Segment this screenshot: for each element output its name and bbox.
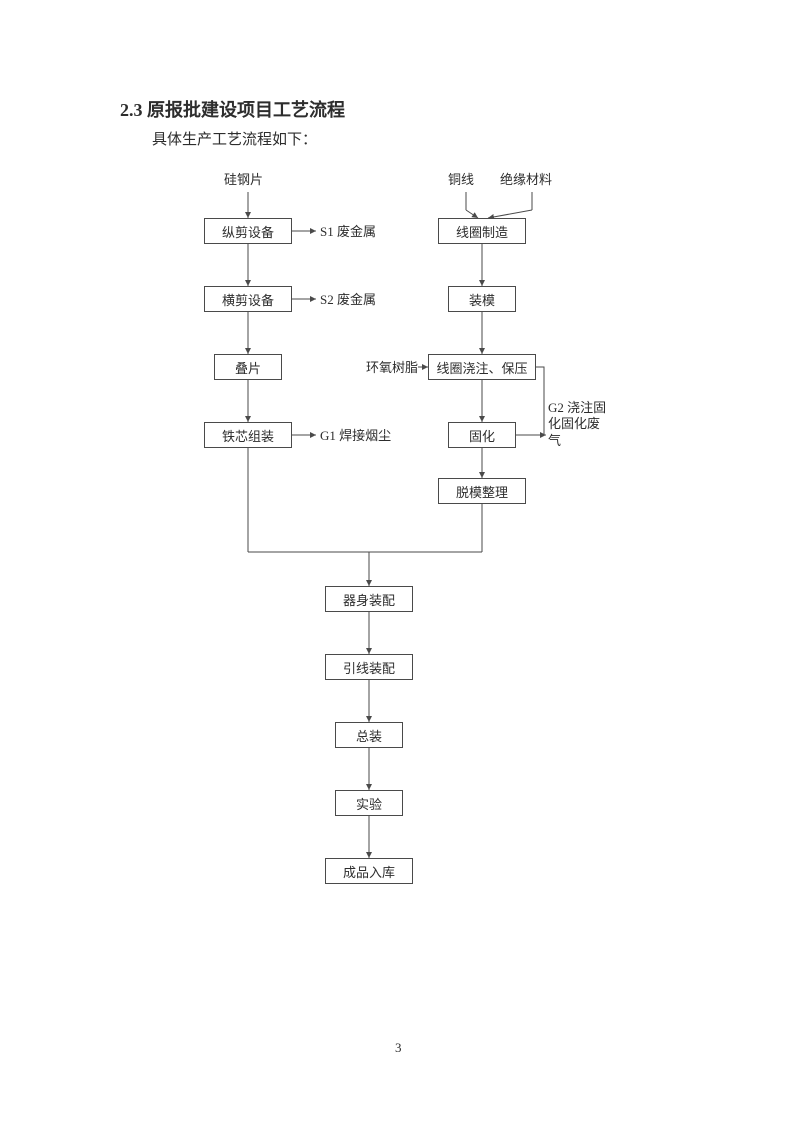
node-r2: 装模 [448, 286, 516, 312]
node-l4: 铁芯组装 [204, 422, 292, 448]
node-in_si: 硅钢片 [224, 172, 263, 188]
node-r5: 脱模整理 [438, 478, 526, 504]
node-r3: 线圈浇注、保压 [428, 354, 536, 380]
intro-text: 具体生产工艺流程如下： [152, 128, 317, 149]
label-g1: G1 焊接烟尘 [320, 428, 391, 444]
node-m1: 器身装配 [325, 586, 413, 612]
node-m3: 总装 [335, 722, 403, 748]
flowchart-connectors [0, 0, 794, 1122]
node-m4: 实验 [335, 790, 403, 816]
node-l3: 叠片 [214, 354, 282, 380]
node-l2: 横剪设备 [204, 286, 292, 312]
label-epoxy: 环氧树脂 [366, 360, 418, 376]
page-number: 3 [395, 1040, 402, 1056]
node-r4: 固化 [448, 422, 516, 448]
node-in_cu: 铜线 [448, 172, 474, 188]
label-g2: G2 浇注固 化固化废 气 [548, 400, 606, 449]
page: 2.3 原报批建设项目工艺流程 具体生产工艺流程如下： 3 硅钢片 铜线 绝缘材料纵… [0, 0, 794, 1122]
label-s1: S1 废金属 [320, 224, 376, 240]
node-m2: 引线装配 [325, 654, 413, 680]
label-s2: S2 废金属 [320, 292, 376, 308]
node-in_ins: 绝缘材料 [500, 172, 552, 188]
node-l1: 纵剪设备 [204, 218, 292, 244]
node-m5: 成品入库 [325, 858, 413, 884]
node-r1: 线圈制造 [438, 218, 526, 244]
section-heading: 2.3 原报批建设项目工艺流程 [120, 96, 345, 122]
